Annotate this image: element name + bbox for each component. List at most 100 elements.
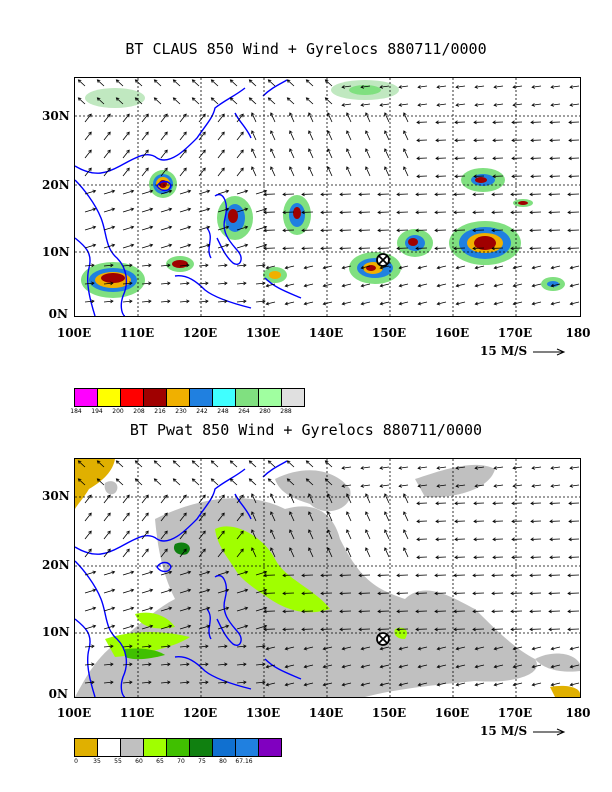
colorbar-swatch (235, 738, 259, 757)
wind-vector-head (308, 547, 312, 551)
wind-vector-head (415, 627, 419, 632)
panel2-map[interactable] (74, 458, 581, 698)
wind-vector (249, 478, 257, 486)
wind-vector-head (416, 174, 420, 179)
wind-vector (513, 85, 523, 88)
wind-vector (217, 625, 229, 630)
wind-vector-head (493, 682, 498, 687)
wind-vector (217, 571, 229, 576)
colorbar-swatch (74, 738, 98, 757)
wind-vector (141, 681, 151, 684)
wind-vector-head (491, 192, 495, 197)
panel1-xlabel: 160E (434, 326, 470, 340)
wind-vector-head (339, 591, 343, 596)
wind-vector (97, 478, 105, 486)
wind-vector (236, 645, 246, 648)
wind-vector (103, 226, 115, 231)
wind-vector (456, 682, 466, 686)
wind-vector-head (510, 591, 514, 596)
wind-vector-head (284, 664, 289, 669)
wind-vector-head (206, 606, 211, 611)
wind-vector-head (320, 210, 324, 215)
wind-vector-head (417, 484, 422, 488)
wind-vector (380, 646, 390, 650)
wind-vector (160, 208, 172, 213)
wind-vector-head (244, 225, 249, 230)
wind-vector (308, 112, 314, 123)
wind-vector (236, 663, 246, 666)
wind-vector-head (492, 156, 496, 161)
wind-vector (570, 265, 580, 269)
wind-vector (236, 681, 246, 684)
wind-vector-head (164, 131, 168, 136)
wind-vector-head (289, 130, 293, 134)
wind-vector (160, 625, 172, 630)
wind-vector (160, 512, 168, 522)
wind-vector-head (92, 225, 97, 230)
wind-vector-head (267, 79, 272, 83)
panel1-map[interactable] (74, 77, 581, 317)
wind-vector (266, 646, 276, 650)
wind-vector (475, 301, 485, 305)
wind-vector-head (341, 265, 346, 270)
wind-vector-head (225, 189, 230, 194)
colorbar-label: 0 (74, 758, 78, 765)
wind-vector (236, 607, 248, 612)
wind-vector-head (206, 243, 211, 248)
wind-vector-head (205, 680, 209, 685)
wind-vector-head (403, 511, 407, 515)
wind-vector-head (248, 460, 253, 464)
wind-vector-head (187, 207, 192, 212)
wind-vector-head (341, 466, 346, 470)
panel2-xlabel: 120E (182, 706, 218, 720)
wind-vector (325, 79, 333, 87)
panel1-ylabel-20n: 20N (42, 178, 70, 192)
panel2-scale-text: 15 M/S (480, 724, 528, 738)
wind-vector-head (396, 573, 400, 578)
wind-vector (437, 85, 447, 88)
wind-vector (179, 149, 187, 159)
wind-vector-head (339, 627, 343, 632)
wind-vector (285, 664, 295, 668)
wind-vector (135, 478, 143, 486)
wind-vector-head (568, 174, 572, 179)
wind-vector (103, 149, 111, 159)
wind-vector-head (474, 682, 479, 687)
wind-vector-head (301, 627, 305, 632)
wind-vector-head (164, 530, 168, 535)
wind-vector-head (550, 103, 555, 107)
wind-vector (122, 625, 134, 630)
wind-vector-head (453, 246, 457, 251)
wind-vector-head (130, 225, 135, 230)
wind-vector-head (473, 555, 477, 560)
wind-vector-head (492, 120, 496, 125)
wind-vector (84, 264, 94, 267)
wind-vector (122, 571, 134, 576)
wind-vector-head (187, 189, 192, 194)
wind-vector (236, 494, 244, 504)
wind-vector (255, 625, 267, 630)
wind-vector-head (301, 573, 305, 578)
wind-vector-head (454, 537, 458, 542)
wind-vector-head (550, 265, 555, 270)
wind-vector-head (320, 246, 324, 251)
wind-vector-head (454, 156, 458, 161)
wind-vector-head (289, 166, 293, 170)
wind-vector (475, 646, 485, 650)
wind-vector (532, 103, 542, 106)
wind-vector-head (549, 537, 553, 542)
colorbar-label: 248 (217, 408, 229, 415)
wind-vector-head (491, 573, 495, 578)
wind-vector (249, 460, 257, 468)
wind-vector (255, 226, 267, 231)
wind-vector (122, 589, 134, 594)
wind-vector (456, 466, 466, 469)
wind-vector-head (327, 148, 331, 152)
wind-vector-head (263, 192, 267, 197)
wind-vector-head (305, 460, 310, 464)
wind-vector-head (454, 174, 458, 179)
wind-vector-head (365, 130, 369, 134)
wind-vector-head (434, 591, 438, 596)
wind-vector (103, 589, 115, 594)
wind-vector-head (531, 301, 536, 306)
